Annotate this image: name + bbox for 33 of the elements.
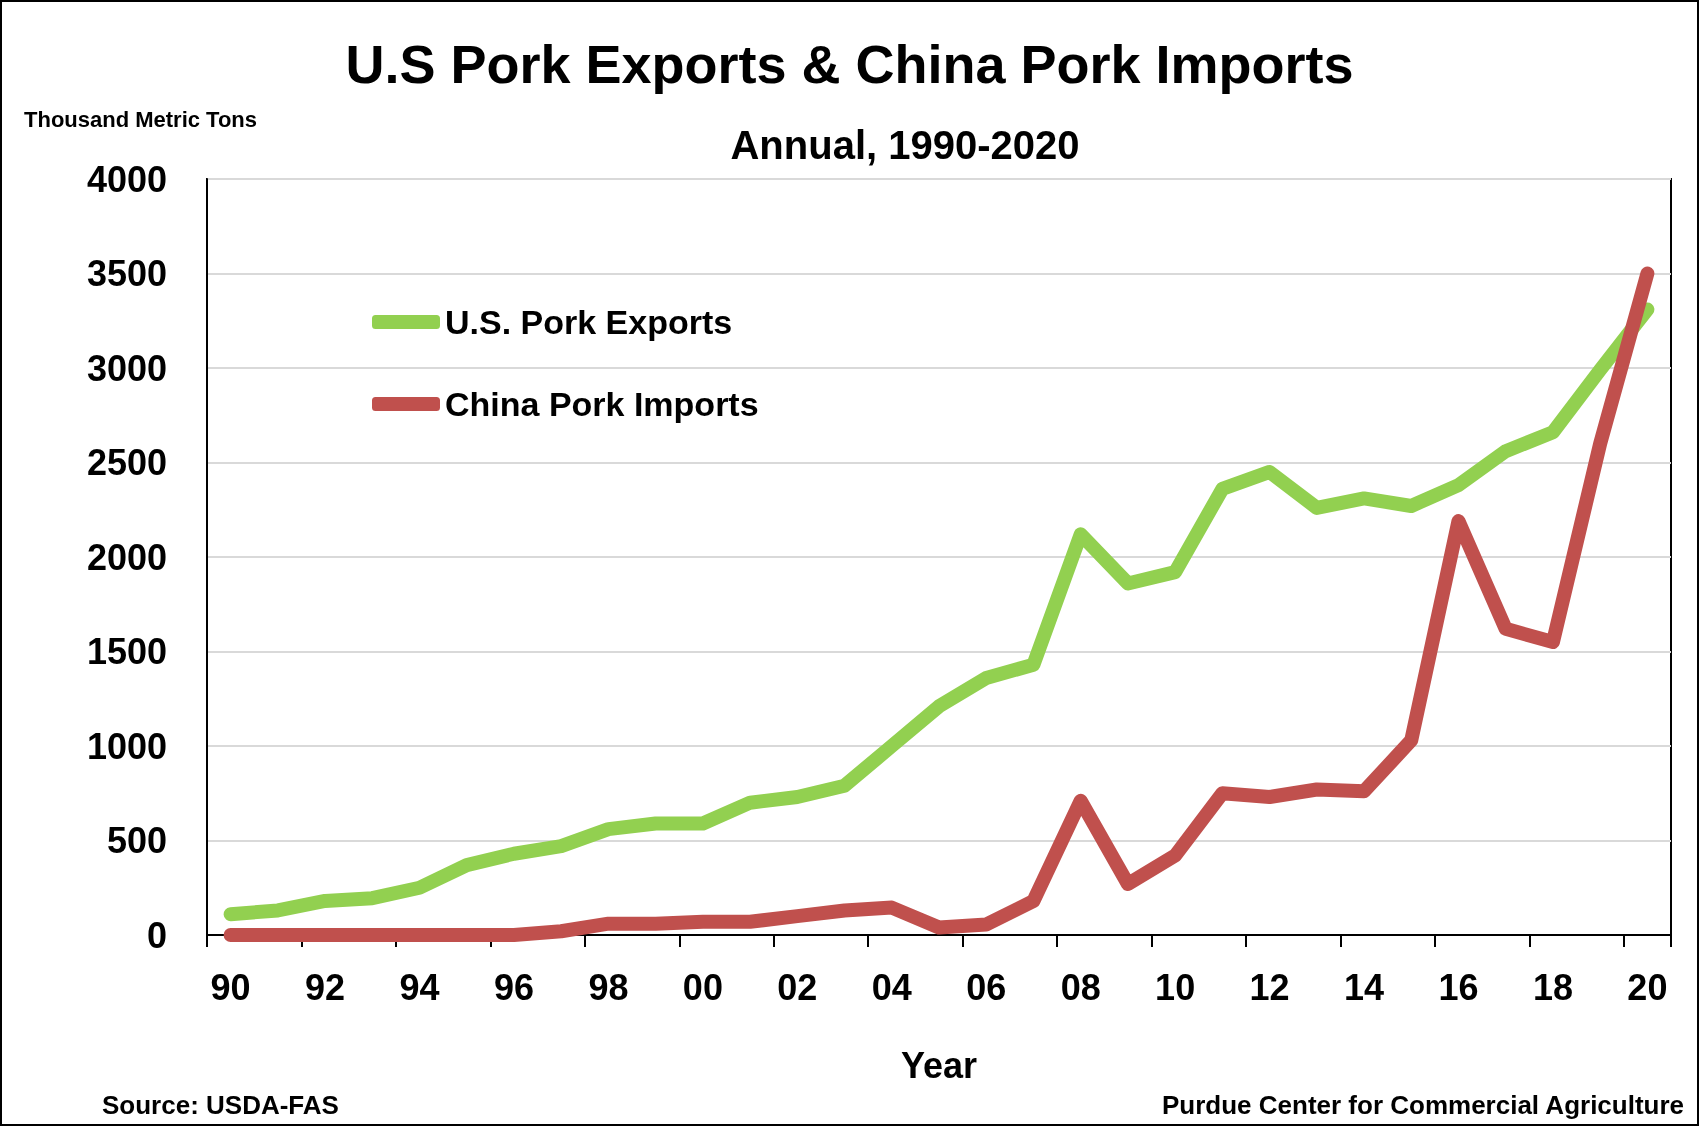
x-tick-label: 02: [777, 966, 818, 1008]
x-tick-label: 08: [1060, 966, 1101, 1008]
legend-label: U.S. Pork Exports: [445, 303, 733, 341]
x-tick-label: 14: [1344, 966, 1385, 1008]
source-note: Source: USDA-FAS: [102, 1090, 339, 1120]
text: Purdue Center for Commercial Agriculture: [1162, 1090, 1685, 1120]
y-tick-label: 2500: [86, 442, 167, 483]
y-tick-label: 1000: [86, 725, 167, 767]
y-tick-label: 0: [146, 914, 167, 956]
x-tick-label: 90: [210, 966, 251, 1008]
x-tick-label: 04: [871, 966, 912, 1008]
x-tick-label: 00: [682, 966, 723, 1008]
x-tick-label: 06: [966, 966, 1007, 1008]
chart-title: U.S Pork Exports & China Pork Imports: [345, 34, 1354, 94]
x-tick-label: 92: [305, 966, 346, 1008]
x-tick-label: 12: [1249, 966, 1290, 1008]
x-tick-label: 18: [1532, 966, 1573, 1008]
chart-subtitle: Annual, 1990-2020: [730, 123, 1080, 167]
y-tick-label: 2000: [86, 536, 167, 578]
x-tick-label: 94: [399, 966, 440, 1008]
legend-label: China Pork Imports: [445, 385, 759, 423]
y-tick-label: 500: [106, 820, 167, 861]
x-tick-label: 98: [588, 966, 629, 1008]
y-axis-title: Thousand Metric Tons: [24, 106, 258, 132]
y-tick-label: 4000: [86, 158, 167, 200]
y-tick-label: 1500: [86, 631, 167, 672]
x-axis-title: Year: [900, 1044, 978, 1086]
y-tick-label: 3500: [86, 253, 167, 294]
x-tick-label: 16: [1438, 966, 1479, 1008]
x-tick-label: 96: [493, 966, 534, 1008]
x-tick-label: 20: [1627, 966, 1668, 1008]
x-tick-label: 10: [1155, 966, 1196, 1008]
y-tick-label: 3000: [86, 347, 167, 389]
